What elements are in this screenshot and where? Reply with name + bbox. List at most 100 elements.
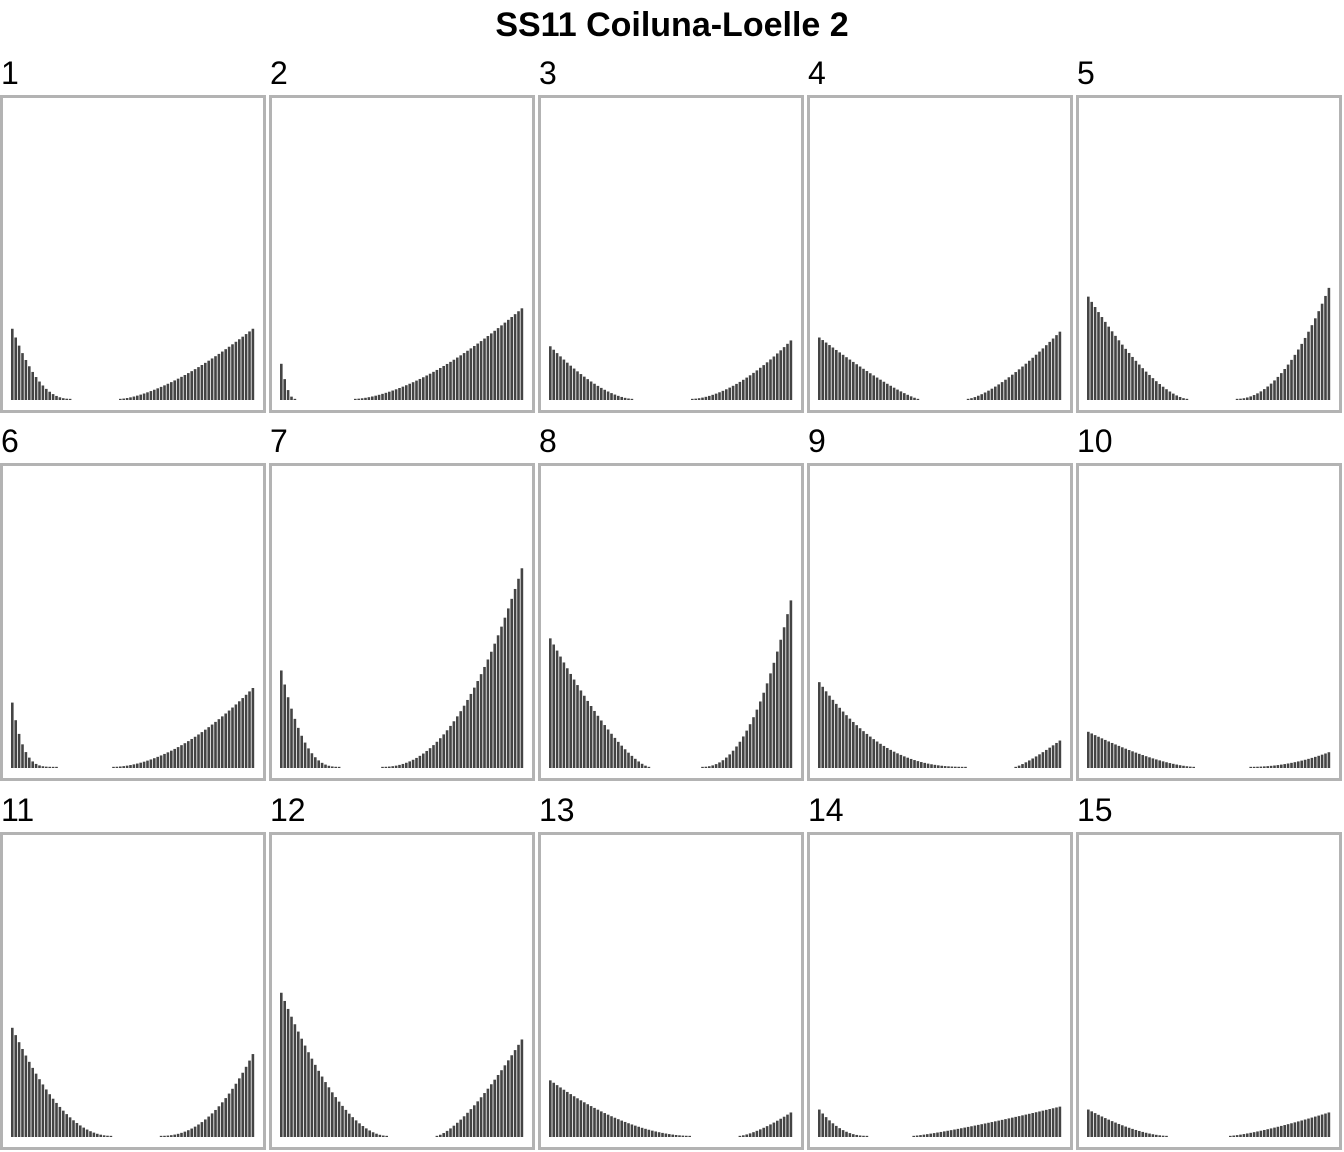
bar [912, 1135, 915, 1137]
bar [987, 390, 990, 400]
bar [789, 340, 793, 400]
bar [425, 750, 428, 768]
bar [122, 398, 125, 400]
bar [244, 1066, 248, 1137]
bar [875, 741, 879, 768]
bar [1165, 389, 1168, 400]
bar [337, 766, 341, 768]
bar [51, 394, 55, 400]
bar [248, 691, 251, 768]
bar [933, 764, 937, 768]
bar [371, 396, 374, 400]
bar [852, 1134, 855, 1137]
bar [307, 748, 310, 768]
bar [377, 394, 381, 400]
bar [704, 396, 708, 400]
bar [1110, 1121, 1114, 1137]
bar [1014, 372, 1017, 400]
bar [701, 397, 704, 400]
bar [378, 1134, 382, 1137]
bar [845, 1131, 848, 1137]
bar [1273, 1127, 1276, 1137]
bar [1320, 303, 1324, 400]
bar [735, 383, 738, 400]
bar [872, 375, 875, 400]
bar [462, 353, 466, 400]
bar [496, 635, 500, 768]
panel-label: 11 [1, 792, 35, 828]
bar [1004, 379, 1007, 400]
bar [782, 1116, 786, 1137]
bar [96, 1133, 99, 1137]
bar [486, 659, 490, 768]
bar [579, 1100, 583, 1137]
bar [115, 766, 119, 768]
bar [838, 707, 841, 768]
bar [469, 693, 473, 768]
panel-label: 5 [1077, 55, 1095, 91]
bar [1235, 398, 1239, 400]
bar [1021, 764, 1024, 768]
bar [688, 1135, 691, 1137]
bar [445, 730, 449, 768]
bar [1252, 395, 1256, 400]
bar [637, 761, 640, 768]
chart-title: SS11 Coiluna-Loelle 2 [495, 6, 849, 44]
bar [960, 1128, 963, 1137]
bar [1093, 735, 1097, 768]
bar [555, 650, 559, 768]
bar [841, 354, 845, 400]
bar [14, 720, 17, 768]
bar [1280, 373, 1283, 400]
bar [1297, 349, 1300, 400]
bar [490, 651, 493, 768]
bar [1127, 352, 1131, 400]
bar [1107, 741, 1110, 768]
bar [190, 738, 193, 768]
bar [449, 1128, 452, 1137]
bar [125, 765, 129, 768]
bar [1155, 1134, 1158, 1137]
bar [909, 758, 913, 768]
bar [1048, 747, 1051, 768]
bar [361, 1126, 365, 1137]
bar [1259, 1130, 1263, 1137]
bar [197, 734, 200, 768]
bar [244, 694, 248, 768]
bar [977, 395, 980, 400]
bar [765, 683, 769, 768]
bar [997, 1120, 1000, 1137]
bar [283, 684, 286, 768]
bar [520, 568, 524, 768]
bar [493, 330, 496, 400]
bar [671, 1134, 674, 1137]
bar [855, 1134, 858, 1137]
bar [1121, 1125, 1124, 1137]
bar [473, 687, 476, 768]
bar [334, 1097, 337, 1137]
bar [11, 702, 14, 768]
bar [119, 766, 122, 768]
bar [821, 686, 824, 768]
bar [365, 1128, 368, 1137]
bar [1051, 745, 1055, 768]
panel-label: 8 [539, 423, 557, 459]
bar [994, 386, 997, 400]
bar [238, 1078, 241, 1137]
bar [549, 1080, 552, 1137]
bar [1017, 369, 1021, 400]
bar [466, 699, 469, 768]
bar [685, 1135, 688, 1137]
bar [283, 1000, 286, 1137]
bar [862, 368, 865, 400]
bar [102, 1135, 106, 1137]
bar [314, 757, 317, 768]
bar [297, 1031, 300, 1137]
bar [163, 1135, 166, 1137]
bar [1017, 765, 1021, 768]
bar [159, 386, 163, 400]
bar [411, 759, 415, 768]
bar [997, 384, 1000, 400]
bar [1031, 1113, 1034, 1137]
bar [610, 1116, 613, 1137]
